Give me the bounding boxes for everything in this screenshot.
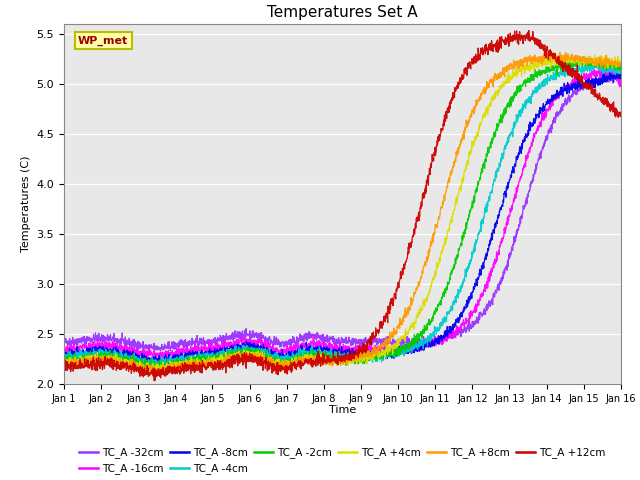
Legend: TC_A -32cm, TC_A -16cm, TC_A -8cm, TC_A -4cm, TC_A -2cm, TC_A +4cm, TC_A +8cm, T: TC_A -32cm, TC_A -16cm, TC_A -8cm, TC_A … [76,443,609,479]
Title: Temperatures Set A: Temperatures Set A [267,5,418,20]
Y-axis label: Temperatures (C): Temperatures (C) [21,156,31,252]
X-axis label: Time: Time [329,405,356,415]
Text: WP_met: WP_met [78,36,128,46]
